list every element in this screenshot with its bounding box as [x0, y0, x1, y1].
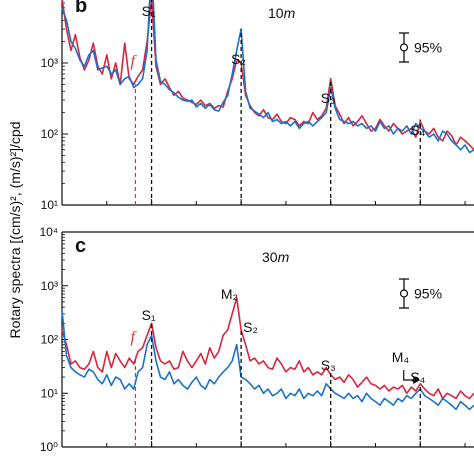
y-tick-label: 10¹ [41, 198, 58, 212]
y-axis-label: Rotary spectra [(cm/s)², (m/s)²]/cpd [7, 121, 23, 338]
tidal-label-M₂: M₂ [221, 286, 238, 302]
m4-arrow-line [403, 370, 415, 381]
m4-arrow-head [413, 376, 421, 384]
inertial-frequency-label: f [130, 53, 137, 70]
y-tick-label: 10¹ [41, 386, 58, 400]
ci-marker [399, 43, 409, 52]
tidal-label-S₃: S₃ [321, 90, 336, 106]
series-line-blue [61, 0, 474, 154]
panel-b: b 10m 10¹10²10³10⁴S₁S₂S₃S₄f95% [41, 0, 474, 212]
tidal-label-S₂: S₂ [231, 51, 246, 67]
ci-label: 95% [414, 286, 442, 302]
depth-label-b: 10m [268, 5, 296, 21]
depth-label-c: 30m [262, 249, 290, 265]
tidal-label-S₂: S₂ [243, 319, 258, 335]
y-tick-label: 10² [41, 333, 58, 347]
y-tick-label: 10³ [41, 56, 58, 70]
ci-marker [399, 289, 409, 298]
inertial-frequency-label: f [130, 329, 137, 346]
ci-label: 95% [414, 40, 442, 56]
tidal-label-S₄: S₄ [410, 122, 425, 138]
tidal-label-S₃: S₃ [321, 357, 336, 373]
series-line-red [61, 296, 474, 400]
y-tick-label: 10³ [41, 279, 58, 293]
tidal-label-S₁: S₁ [142, 3, 156, 19]
y-tick-label: 10⁰ [40, 440, 58, 454]
panel-letter-b: b [75, 0, 87, 17]
series-line-blue [61, 310, 474, 411]
tidal-label-S₁: S₁ [142, 307, 156, 323]
panel-letter-c: c [75, 235, 86, 257]
y-tick-label: 10⁴ [39, 225, 58, 239]
y-tick-label: 10² [41, 127, 58, 141]
tidal-label-M₄: M₄ [392, 349, 410, 365]
tidal-label-S₄: S₄ [410, 369, 425, 385]
